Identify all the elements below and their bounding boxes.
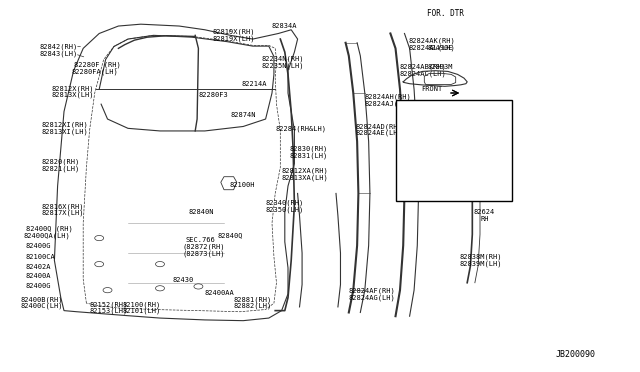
Text: 82824AB(RH): 82824AB(RH) [400, 64, 447, 70]
Text: 82843(LH): 82843(LH) [40, 51, 78, 57]
Text: JB200090: JB200090 [556, 350, 595, 359]
Text: 82840Q: 82840Q [218, 232, 243, 238]
Text: 82882(LH): 82882(LH) [234, 303, 272, 310]
Text: 82350(LH): 82350(LH) [266, 206, 304, 213]
Text: 82430: 82430 [173, 277, 194, 283]
Text: 82813X(LH): 82813X(LH) [51, 92, 93, 99]
Text: 82235N(LH): 82235N(LH) [261, 62, 303, 69]
Text: (82872(RH): (82872(RH) [182, 243, 225, 250]
Text: FRONT: FRONT [421, 86, 442, 92]
Text: 82821(LH): 82821(LH) [42, 165, 80, 172]
Text: 82824AA: 82824AA [467, 163, 497, 169]
Text: 82400B(RH): 82400B(RH) [20, 296, 63, 303]
Text: 82813XA(LH): 82813XA(LH) [282, 174, 328, 181]
Text: 82924A: 82924A [467, 147, 493, 153]
Text: 82824AH(RH): 82824AH(RH) [365, 93, 412, 100]
Text: 82816X(RH): 82816X(RH) [42, 203, 84, 210]
Text: 82152(RH): 82152(RH) [90, 301, 128, 308]
Text: 82824AC(LH): 82824AC(LH) [400, 70, 447, 77]
Text: (82873(LH): (82873(LH) [182, 250, 225, 257]
Text: 82812XI(RH): 82812XI(RH) [42, 121, 88, 128]
Text: (LH): (LH) [477, 169, 494, 176]
Text: 82830(RH): 82830(RH) [289, 145, 328, 152]
Text: 82817X(LH): 82817X(LH) [42, 210, 84, 217]
Text: 82284(RH&LH): 82284(RH&LH) [275, 125, 326, 132]
Text: 82100(RH): 82100(RH) [123, 301, 161, 308]
Text: 82402A: 82402A [26, 264, 51, 270]
Text: 82839M(LH): 82839M(LH) [460, 260, 502, 267]
Text: RH: RH [481, 216, 489, 222]
Text: 82819X(LH): 82819X(LH) [212, 35, 255, 42]
Text: 82893M: 82893M [428, 64, 453, 70]
Text: 82820(RH): 82820(RH) [42, 158, 80, 165]
Text: 82812X(RH): 82812X(RH) [51, 85, 93, 92]
Text: 82840N: 82840N [189, 209, 214, 215]
Text: 82812XA(RH): 82812XA(RH) [282, 168, 328, 174]
Text: 82340(RH): 82340(RH) [266, 199, 304, 206]
Text: 82881(RH): 82881(RH) [234, 296, 272, 303]
Text: 82824AJ(LH): 82824AJ(LH) [365, 100, 412, 107]
Text: 82819X(RH): 82819X(RH) [212, 28, 255, 35]
Text: (RH): (RH) [477, 153, 494, 160]
Text: 82490E: 82490E [428, 45, 453, 51]
Text: 82100H: 82100H [229, 182, 255, 188]
Text: 82400Q (RH): 82400Q (RH) [26, 225, 72, 232]
Text: 82400G: 82400G [26, 243, 51, 248]
Text: 82831(LH): 82831(LH) [289, 152, 328, 159]
Text: 82400A: 82400A [26, 273, 51, 279]
Text: 82624: 82624 [474, 209, 495, 215]
Text: 82280F3: 82280F3 [198, 92, 228, 98]
Text: 82838M(RH): 82838M(RH) [460, 253, 502, 260]
Bar [396, 100, 512, 201]
Text: 82214A: 82214A [242, 81, 268, 87]
Text: 82874N: 82874N [230, 112, 256, 118]
Text: 82842(RH): 82842(RH) [40, 43, 78, 50]
Text: 82813XI(LH): 82813XI(LH) [42, 128, 88, 135]
Text: 82824AF(RH): 82824AF(RH) [349, 288, 396, 294]
Text: 82400C(LH): 82400C(LH) [20, 303, 63, 310]
Text: 82400QA(LH): 82400QA(LH) [24, 232, 70, 239]
Text: 82400AA: 82400AA [205, 290, 234, 296]
Text: FOR. DTR: FOR. DTR [427, 9, 464, 18]
Text: 82280F (RH): 82280F (RH) [74, 62, 120, 68]
Text: 82234N(RH): 82234N(RH) [261, 55, 303, 62]
Text: 82834A: 82834A [272, 23, 298, 29]
Text: 82100CA: 82100CA [26, 254, 55, 260]
Text: 82824AD(RH): 82824AD(RH) [355, 123, 402, 130]
Text: 82824AK(RH): 82824AK(RH) [408, 38, 455, 44]
Text: 82101(LH): 82101(LH) [123, 308, 161, 314]
Text: 82280FA(LH): 82280FA(LH) [72, 68, 118, 75]
Text: 82824AL(LH): 82824AL(LH) [408, 44, 455, 51]
Text: 82824AG(LH): 82824AG(LH) [349, 294, 396, 301]
Text: 82153(LH): 82153(LH) [90, 308, 128, 314]
Text: 82824AE(LH): 82824AE(LH) [355, 130, 402, 137]
Text: 82400G: 82400G [26, 283, 51, 289]
Text: SEC.766: SEC.766 [186, 237, 215, 243]
